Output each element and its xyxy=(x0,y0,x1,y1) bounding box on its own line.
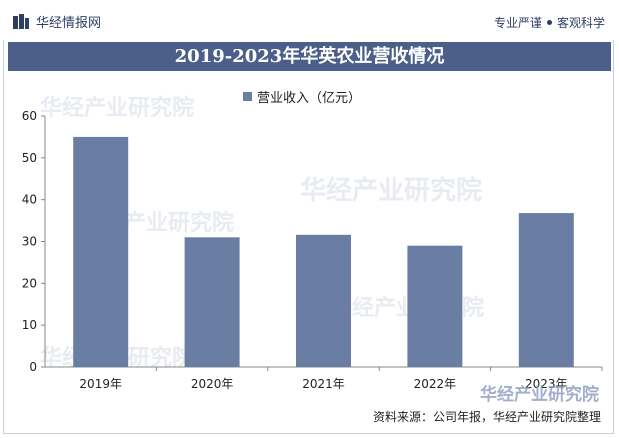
y-tick-label: 50 xyxy=(22,151,37,165)
y-tick-label: 0 xyxy=(29,360,37,374)
top-bar: 华经情报网 专业严谨 客观科学 xyxy=(0,0,619,40)
bar xyxy=(296,234,351,367)
x-tick-label: 2022年 xyxy=(414,377,457,391)
y-tick-label: 10 xyxy=(22,318,37,332)
legend: 营业收入（亿元） xyxy=(243,87,361,106)
x-tick-label: 2023年 xyxy=(525,377,568,391)
slogan-left: 专业严谨 xyxy=(493,16,542,30)
x-tick-label: 2020年 xyxy=(191,377,234,391)
corner-watermark: 华经产业研究院 xyxy=(480,385,599,405)
x-tick-label: 2019年 xyxy=(79,377,122,391)
logo-icon xyxy=(13,13,29,29)
footer: 资料来源：公司年报，华经产业研究院整理 xyxy=(0,402,619,432)
y-tick-label: 30 xyxy=(22,235,37,249)
chart-title: 2019-2023年华英农业营收情况 xyxy=(8,42,611,71)
legend-label: 营业收入（亿元） xyxy=(257,91,362,106)
legend-swatch xyxy=(243,92,252,101)
source-note: 资料来源：公司年报，华经产业研究院整理 xyxy=(372,410,601,424)
x-tick-label: 2021年 xyxy=(302,377,345,391)
y-tick-label: 40 xyxy=(22,193,37,207)
bar xyxy=(518,213,574,367)
y-tick-label: 60 xyxy=(22,109,37,123)
bar xyxy=(73,136,129,367)
slogan: 专业严谨 客观科学 xyxy=(494,14,605,31)
brand-name: 华经情报网 xyxy=(36,16,102,31)
brand[interactable]: 华经情报网 xyxy=(12,12,101,31)
bar xyxy=(407,245,463,367)
dot-icon xyxy=(546,20,552,25)
y-tick-label: 20 xyxy=(22,276,37,290)
bar xyxy=(184,237,240,367)
slogan-right: 客观科学 xyxy=(556,16,605,30)
